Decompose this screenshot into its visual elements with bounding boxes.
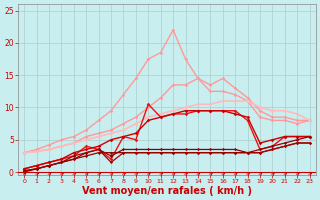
- X-axis label: Vent moyen/en rafales ( km/h ): Vent moyen/en rafales ( km/h ): [82, 186, 252, 196]
